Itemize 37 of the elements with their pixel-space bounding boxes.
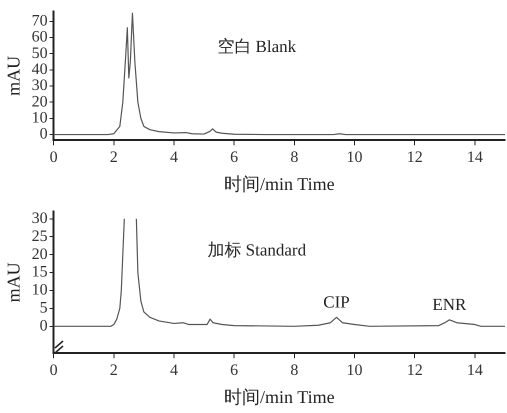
x-tick-label: 10 [346,149,363,166]
y-tick-label: 10 [32,110,48,127]
y-tick-label: 40 [32,61,48,78]
y-tick-label: 30 [32,210,48,227]
y-tick-label: 30 [32,77,48,94]
annotation: 空白 Blank [217,37,297,56]
y-tick-label: 5 [40,300,48,317]
x-tick-label: 12 [406,149,423,166]
y-tick-label: 0 [40,126,48,143]
x-tick-label: 2 [110,149,118,166]
y-tick-label: 60 [32,28,48,46]
y-tick-label: 20 [32,93,48,110]
y-tick-label: 25 [32,228,48,245]
x-tick-label: 12 [406,362,423,380]
y-tick-label: 10 [32,282,48,299]
x-tick-label: 4 [170,149,178,166]
x-tick-label: 14 [466,362,483,380]
y-axis-title: mAU [4,56,24,96]
y-tick-label: 50 [32,44,48,62]
x-tick-label: 6 [230,149,238,166]
annotation: ENR [432,294,467,314]
x-tick-label: 14 [466,149,483,166]
x-tick-label: 2 [110,362,118,380]
x-tick-label: 6 [230,362,238,380]
y-tick-label: 70 [32,12,48,30]
y-axis-title: mAU [4,262,24,302]
y-tick-label: 15 [32,264,48,281]
x-tick-label: 10 [346,362,363,380]
x-tick-label: 8 [290,362,298,380]
y-tick-label: 0 [40,318,48,335]
y-tick-label: 20 [32,246,48,263]
annotation: 加标 Standard [207,240,307,260]
x-tick-label: 8 [290,149,298,166]
annotation: CIP [323,292,350,312]
x-axis-title: 时间/min Time [224,386,335,407]
x-axis-title: 时间/min Time [224,174,335,194]
x-tick-label: 4 [170,362,178,380]
